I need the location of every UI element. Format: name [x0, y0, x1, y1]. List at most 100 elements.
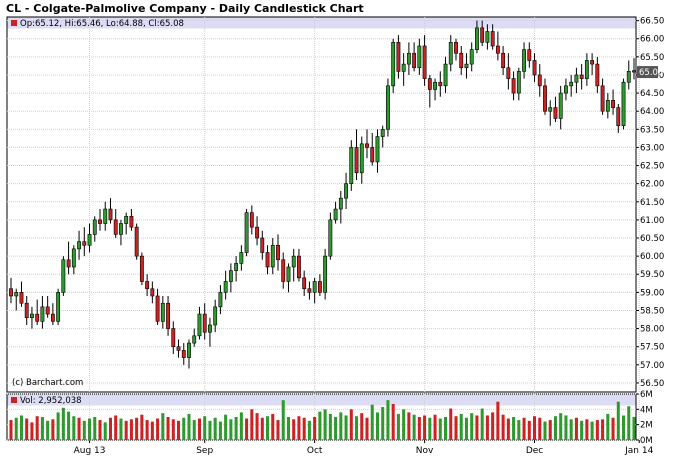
candle-up: [621, 81, 626, 126]
volume-bar: [224, 414, 228, 440]
volume-bar: [177, 420, 181, 440]
candle-down: [532, 60, 537, 76]
candle-up: [574, 74, 579, 83]
candle-up: [40, 306, 45, 322]
y-tick-label: 64.00: [640, 107, 664, 117]
candle-up: [124, 215, 129, 224]
candle-up: [349, 147, 354, 184]
candle-up: [584, 60, 589, 79]
candle-down: [616, 107, 621, 126]
candle-down: [495, 45, 500, 54]
candle-up: [359, 143, 364, 174]
volume-bar: [438, 418, 442, 440]
candle-up: [564, 85, 568, 94]
volume-bar: [119, 418, 123, 440]
volume-tick-label: 0M: [640, 436, 653, 446]
volume-bar: [129, 419, 133, 440]
volume-bar: [585, 419, 589, 440]
candle-up: [103, 208, 108, 224]
volume-bar: [51, 419, 55, 440]
candle-down: [501, 52, 506, 69]
candle-up: [228, 270, 233, 282]
candle-down: [145, 281, 150, 290]
volume-bar: [470, 413, 474, 440]
volume-bar: [203, 416, 207, 440]
candle-down: [590, 60, 595, 65]
candle-down: [176, 346, 181, 351]
volume-bar: [77, 417, 81, 440]
volume-bar: [323, 409, 327, 440]
x-tick-label: Aug 13: [74, 446, 106, 456]
candle-up: [448, 42, 453, 65]
candle-down: [260, 237, 265, 253]
volume-bar: [40, 417, 44, 440]
volume-bar: [375, 412, 379, 440]
candle-down: [171, 328, 176, 348]
volume-bar: [564, 415, 568, 440]
candle-up: [485, 31, 490, 43]
candle-up: [14, 292, 19, 297]
x-tick-label: Sep: [196, 446, 213, 456]
candle-down: [297, 255, 301, 279]
volume-bar: [271, 413, 275, 440]
candle-down: [155, 295, 160, 322]
candle-down: [490, 31, 495, 47]
volume-bar: [187, 413, 191, 440]
candle-up: [312, 281, 317, 293]
volume-bar: [355, 416, 359, 440]
volume-bar: [601, 419, 605, 440]
volume-bar: [569, 419, 573, 440]
candle-up: [391, 42, 396, 87]
last-price-label: 65.08: [639, 68, 663, 78]
volume-bar: [182, 417, 186, 440]
candle-up: [406, 52, 411, 65]
volume-bar: [396, 413, 400, 440]
volume-bar: [297, 416, 301, 440]
candle-up: [417, 45, 422, 69]
candle-up: [71, 248, 76, 268]
candle-down: [307, 288, 312, 293]
candle-down: [134, 226, 139, 257]
volume-bar: [255, 413, 259, 440]
candle-up: [386, 85, 390, 130]
candle-down: [506, 67, 511, 79]
volume-bar: [559, 413, 563, 440]
volume-bar: [423, 415, 427, 440]
candle-up: [218, 292, 223, 308]
candle-down: [276, 244, 280, 261]
volume-bar: [381, 407, 385, 440]
candle-up: [92, 219, 97, 235]
candle-down: [370, 147, 375, 163]
volume-bar: [328, 413, 332, 440]
candle-down: [249, 212, 254, 228]
candle-up: [187, 342, 191, 358]
volume-bar: [292, 419, 296, 440]
volume-bar: [103, 422, 107, 440]
candle-down: [19, 292, 24, 304]
y-tick-label: 57.00: [640, 361, 664, 371]
volume-bar: [491, 412, 495, 440]
volume-bar: [360, 413, 364, 440]
y-tick-label: 64.50: [640, 89, 664, 99]
price-panel: [6, 16, 637, 393]
candle-down: [82, 241, 87, 246]
volume-bar: [533, 416, 537, 440]
candle-up: [208, 324, 212, 333]
volume-bar: [611, 417, 615, 440]
volume-header-band: [7, 394, 636, 406]
candle-up: [375, 136, 380, 163]
volume-bar: [25, 418, 29, 440]
volume-bar: [506, 418, 510, 440]
candle-up: [197, 313, 202, 337]
candle-down: [422, 45, 427, 79]
volume-bar: [517, 420, 521, 440]
volume-bar: [266, 416, 270, 440]
candle-down: [202, 313, 207, 333]
volume-bar: [349, 409, 353, 440]
volume-bar: [234, 417, 238, 440]
y-tick-label: 59.50: [640, 270, 664, 280]
y-tick-label: 59.00: [640, 288, 664, 298]
candle-down: [600, 85, 605, 112]
volume-bar: [386, 400, 390, 440]
candle-up: [30, 313, 34, 319]
